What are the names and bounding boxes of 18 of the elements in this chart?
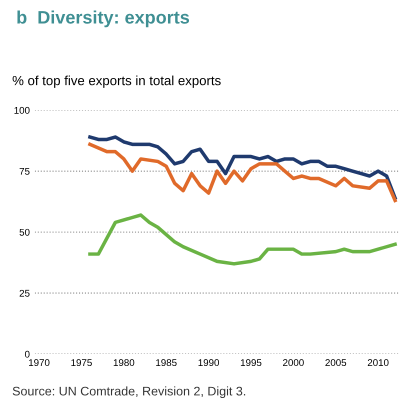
y-tick-label: 0 [24, 350, 30, 358]
line-series [88, 213, 397, 266]
x-tick-label: 1975 [71, 359, 92, 366]
y-axis-title: % of top five exports in total exports [12, 76, 221, 88]
x-tick-label: 2000 [283, 359, 304, 366]
y-tick-label: 25 [20, 290, 30, 297]
source-note: Source: UN Comtrade, Revision 2, Digit 3. [12, 386, 246, 398]
x-tick-label: 1985 [156, 359, 177, 366]
x-tick-label: 2010 [368, 359, 389, 366]
x-tick-label: 1970 [28, 359, 50, 366]
chart-title: b Diversity: exports [17, 10, 190, 28]
x-tick-label: 1995 [240, 359, 262, 366]
y-tick-label: 100 [14, 106, 30, 114]
x-tick-label: 1990 [198, 359, 220, 366]
y-tick-label: 75 [20, 168, 30, 175]
x-tick-label: 2005 [325, 359, 346, 366]
y-tick-label: 50 [20, 228, 30, 236]
x-tick-label: 1980 [114, 359, 134, 366]
